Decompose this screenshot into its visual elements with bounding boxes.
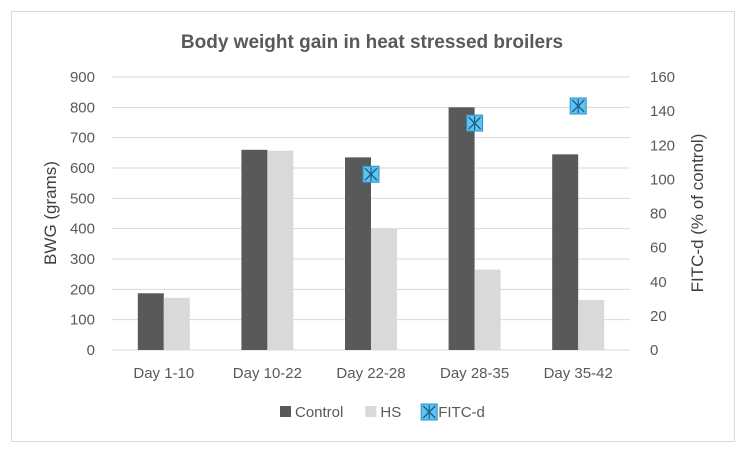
y-tick-label: 700 bbox=[70, 130, 95, 147]
x-tick-label: Day 1-10 bbox=[133, 365, 194, 382]
bar-hs bbox=[371, 228, 397, 350]
bar-control bbox=[345, 157, 371, 350]
y-tick-label: 200 bbox=[70, 281, 95, 298]
y2-tick-label: 80 bbox=[650, 206, 667, 223]
chart-area bbox=[11, 11, 735, 442]
legend: Control HS FITC-d bbox=[280, 403, 485, 421]
fitc-markers bbox=[362, 97, 587, 183]
y2-tick-label: 20 bbox=[650, 308, 667, 325]
gridlines bbox=[112, 76, 630, 351]
y-tick-label: 500 bbox=[70, 190, 95, 207]
y-tick-label: 800 bbox=[70, 99, 95, 116]
bar-control bbox=[241, 149, 268, 350]
legend-label: Control bbox=[295, 404, 343, 421]
bar-control bbox=[552, 154, 579, 350]
y2-tick-label: 0 bbox=[650, 342, 658, 359]
legend-label: FITC-d bbox=[438, 404, 485, 421]
fitc-marker bbox=[466, 114, 484, 132]
bar-hs bbox=[163, 297, 190, 350]
bar-hs bbox=[578, 299, 605, 350]
x-tick-label: Day 35-42 bbox=[544, 365, 613, 382]
bar-hs bbox=[474, 269, 501, 350]
x-tick-label: Day 10-22 bbox=[233, 365, 302, 382]
y-tick-label: 600 bbox=[70, 160, 95, 177]
x-tick-label: Day 28-35 bbox=[440, 365, 509, 382]
bar-control bbox=[448, 107, 475, 350]
y2-tick-label: 120 bbox=[650, 137, 675, 154]
y-tick-label: 0 bbox=[87, 342, 95, 359]
legend-swatch-control bbox=[280, 406, 291, 417]
y-tick-label: 300 bbox=[70, 251, 95, 268]
x-axis-ticks: Day 1-10 Day 10-22 Day 22-28 Day 28-35 Day 3… bbox=[133, 365, 612, 382]
x-tick-label: Day 22-28 bbox=[336, 365, 405, 382]
legend-swatch-hs bbox=[365, 406, 377, 417]
y-axis-title: BWG (grams) bbox=[41, 161, 60, 265]
y2-axis-ticks: 0 20 40 60 80 100 120 140 160 bbox=[650, 69, 675, 359]
fitc-marker bbox=[569, 97, 587, 115]
y2-tick-label: 60 bbox=[650, 240, 667, 257]
bar-control bbox=[137, 293, 164, 350]
bars bbox=[137, 107, 605, 350]
y-tick-label: 900 bbox=[70, 69, 95, 86]
legend-swatch-fitc-d bbox=[420, 403, 438, 421]
y2-tick-label: 100 bbox=[650, 171, 675, 188]
fitc-marker bbox=[362, 165, 380, 183]
y2-tick-label: 140 bbox=[650, 103, 675, 120]
y-tick-label: 100 bbox=[70, 312, 95, 329]
chart-title: Body weight gain in heat stressed broile… bbox=[181, 32, 563, 53]
y-tick-label: 400 bbox=[70, 221, 95, 238]
y2-axis-title: FITC-d (% of control) bbox=[688, 134, 707, 293]
y2-tick-label: 40 bbox=[650, 274, 667, 291]
y-axis-ticks: 0 100 200 300 400 500 600 700 800 900 bbox=[70, 69, 95, 359]
bar-hs bbox=[267, 150, 294, 350]
y2-tick-label: 160 bbox=[650, 69, 675, 86]
legend-label: HS bbox=[380, 404, 401, 421]
